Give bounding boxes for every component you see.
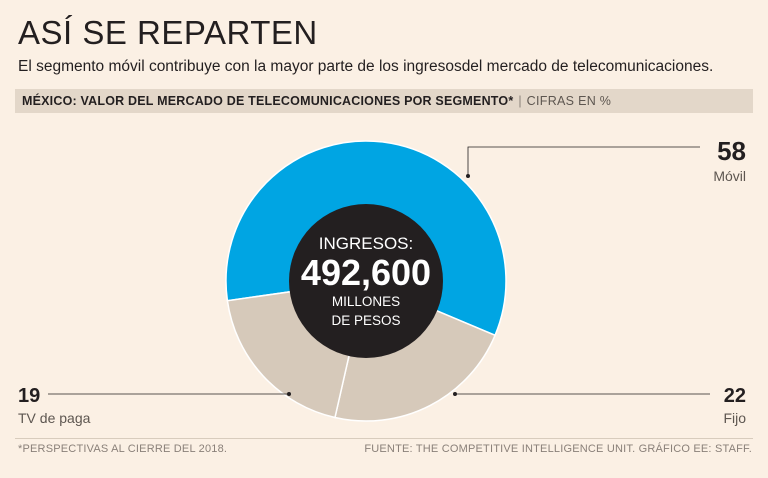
slice-value-tv: 19 <box>18 385 40 407</box>
center-disk <box>289 204 443 358</box>
source-credit: FUENTE: THE COMPETITIVE INTELLIGENCE UNI… <box>364 443 752 455</box>
chart-subtitle: El segmento móvil contribuye con la mayo… <box>18 58 714 75</box>
chart-header-label: MÉXICO: VALOR DEL MERCADO DE TELECOMUNIC… <box>22 94 514 108</box>
leader-dot-movil <box>466 174 470 178</box>
center-label-pesos: DE PESOS <box>331 313 400 328</box>
center-total-value: 492,600 <box>301 252 431 293</box>
chart-title: ASÍ SE REPARTEN <box>18 14 318 51</box>
slice-name-movil: Móvil <box>713 168 746 184</box>
footer-divider <box>15 438 753 439</box>
center-label-ingresos: INGRESOS: <box>319 234 413 253</box>
leader-dot-fijo <box>453 392 457 396</box>
slice-name-tv: TV de paga <box>18 410 91 426</box>
center-label-millones: MILLONES <box>332 294 400 309</box>
leader-dot-tv <box>287 392 291 396</box>
leader-line-movil <box>467 146 700 176</box>
slice-value-movil: 58 <box>717 136 746 166</box>
chart-header-separator: | <box>518 94 522 108</box>
slice-value-fijo: 22 <box>724 385 746 407</box>
chart-header-unit: CIFRAS EN % <box>526 94 612 108</box>
footnote: *PERSPECTIVAS AL CIERRE DEL 2018. <box>18 443 228 455</box>
chart-header-bar: MÉXICO: VALOR DEL MERCADO DE TELECOMUNIC… <box>15 89 753 113</box>
slice-name-fijo: Fijo <box>723 410 746 426</box>
